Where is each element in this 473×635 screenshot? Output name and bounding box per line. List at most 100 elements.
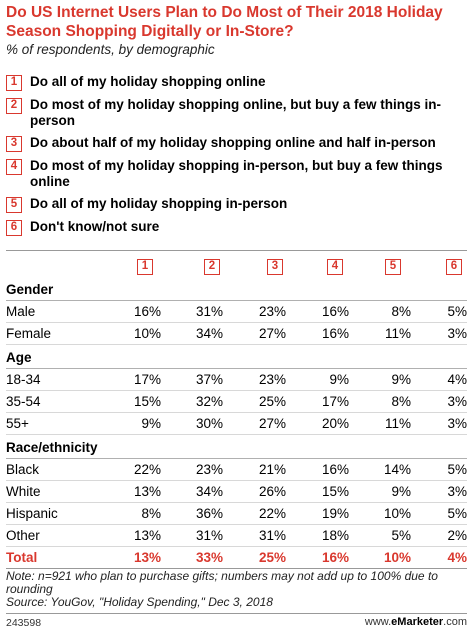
table-row-cell-4: 16% xyxy=(321,462,349,477)
brand-name: eMarketer xyxy=(391,616,444,628)
table-row-cell-2: 31% xyxy=(195,528,223,543)
table-top-divider xyxy=(6,250,467,251)
chart-title: Do US Internet Users Plan to Do Most of … xyxy=(6,4,443,40)
table-row: Black 22% 23% 21% 16% 14% 5% xyxy=(6,459,467,481)
table-row-cell-5: 9% xyxy=(391,372,411,387)
table-row-cell-1: 9% xyxy=(141,416,161,431)
column-header-5: 5 xyxy=(385,259,401,275)
legend-item-6: 6 Don't know/not sure xyxy=(6,219,471,236)
brand-prefix: www. xyxy=(364,616,392,628)
table-row-cell-5: 14% xyxy=(383,462,411,477)
total-row-cell-4: 16% xyxy=(321,550,349,565)
table-row-cell-6: 5% xyxy=(447,506,467,521)
table-row-cell-6: 2% xyxy=(447,528,467,543)
table-row: Male 16% 31% 23% 16% 8% 5% xyxy=(6,301,467,323)
source-text: Source: YouGov, "Holiday Spending," Dec … xyxy=(6,595,273,609)
table-row-cell-2: 34% xyxy=(195,326,223,341)
legend-label-1: Do all of my holiday shopping online xyxy=(30,74,266,89)
table-row-label: Black xyxy=(6,462,40,477)
table-row-cell-4: 17% xyxy=(321,394,349,409)
table-row-cell-3: 25% xyxy=(258,394,286,409)
footer-divider xyxy=(6,613,467,614)
total-row-label: Total xyxy=(6,550,38,565)
table-row-cell-3: 22% xyxy=(258,506,286,521)
table-row-cell-3: 21% xyxy=(258,462,286,477)
legend-badge-3: 3 xyxy=(6,136,22,152)
table-row-cell-6: 3% xyxy=(447,484,467,499)
table-row-cell-2: 36% xyxy=(195,506,223,521)
table-row-cell-3: 23% xyxy=(258,304,286,319)
table-row-cell-3: 27% xyxy=(258,416,286,431)
table-row-cell-6: 5% xyxy=(447,304,467,319)
column-header-2: 2 xyxy=(204,259,220,275)
table-row-cell-3: 31% xyxy=(258,528,286,543)
table-row-cell-1: 10% xyxy=(133,326,161,341)
table-row-cell-5: 11% xyxy=(384,326,411,341)
group-header: Gender xyxy=(6,277,467,301)
legend-item-2: 2 Do most of my holiday shopping online,… xyxy=(6,97,471,129)
table-row-cell-4: 18% xyxy=(321,528,349,543)
legend-badge-4: 4 xyxy=(6,159,22,175)
legend-badge-2: 2 xyxy=(6,98,22,114)
table-row: 35-54 15% 32% 25% 17% 8% 3% xyxy=(6,391,467,413)
legend-label-5: Do all of my holiday shopping in-person xyxy=(30,196,288,211)
table-row-cell-6: 5% xyxy=(447,462,467,477)
table-row-label: 18-34 xyxy=(6,372,41,387)
table-row: 55+ 9% 30% 27% 20% 11% 3% xyxy=(6,413,467,435)
column-header-6: 6 xyxy=(446,259,462,275)
table-row-cell-3: 23% xyxy=(258,372,286,387)
note-text: Note: n=921 who plan to purchase gifts; … xyxy=(6,569,438,596)
legend-badge-6: 6 xyxy=(6,220,22,236)
table-row-cell-4: 16% xyxy=(321,326,349,341)
legend-item-4: 4 Do most of my holiday shopping in-pers… xyxy=(6,158,471,190)
table-row-label: Male xyxy=(6,304,36,319)
table-row-cell-5: 8% xyxy=(391,394,411,409)
table-row-label: White xyxy=(6,484,41,499)
table-row-cell-2: 37% xyxy=(195,372,223,387)
table-row-cell-5: 11% xyxy=(384,416,411,431)
table-row: Other 13% 31% 31% 18% 5% 2% xyxy=(6,525,467,547)
total-row-cell-3: 25% xyxy=(258,550,286,565)
table-row-cell-4: 15% xyxy=(321,484,349,499)
table-row-cell-2: 23% xyxy=(195,462,223,477)
legend-badge-1: 1 xyxy=(6,75,22,91)
legend-item-3: 3 Do about half of my holiday shopping o… xyxy=(6,135,471,152)
table-row-label: Hispanic xyxy=(6,506,58,521)
table-row-label: 35-54 xyxy=(6,394,41,409)
table-row-cell-4: 16% xyxy=(321,304,349,319)
legend-label-6: Don't know/not sure xyxy=(30,219,160,234)
brand-suffix: .com xyxy=(443,616,467,628)
footnote: Note: n=921 who plan to purchase gifts; … xyxy=(6,570,468,609)
table-row-cell-6: 3% xyxy=(447,416,467,431)
table-row-cell-5: 9% xyxy=(391,484,411,499)
total-row-cell-5: 10% xyxy=(383,550,411,565)
chart-code: 243598 xyxy=(6,617,42,629)
legend-label-4: Do most of my holiday shopping in-person… xyxy=(30,158,443,189)
brand-logo: www.eMarketer.com xyxy=(365,616,467,628)
chart-subtitle: % of respondents, by demographic xyxy=(6,42,215,57)
table-row-cell-2: 32% xyxy=(195,394,223,409)
table-row-cell-2: 30% xyxy=(195,416,223,431)
table-row-cell-1: 16% xyxy=(133,304,161,319)
table-row: 18-34 17% 37% 23% 9% 9% 4% xyxy=(6,369,467,391)
table-row-cell-1: 8% xyxy=(141,506,161,521)
table-row: Hispanic 8% 36% 22% 19% 10% 5% xyxy=(6,503,467,525)
table-row-cell-3: 26% xyxy=(258,484,286,499)
table-row-cell-2: 31% xyxy=(195,304,223,319)
table-row-cell-4: 20% xyxy=(321,416,349,431)
column-header-4: 4 xyxy=(327,259,343,275)
legend-item-1: 1 Do all of my holiday shopping online xyxy=(6,74,471,91)
table-row-cell-5: 8% xyxy=(391,304,411,319)
table-row-cell-1: 13% xyxy=(133,484,161,499)
table-row-cell-2: 34% xyxy=(195,484,223,499)
legend-item-5: 5 Do all of my holiday shopping in-perso… xyxy=(6,196,471,213)
table-row-cell-5: 5% xyxy=(391,528,411,543)
total-row-cell-2: 33% xyxy=(195,550,223,565)
total-row: Total 13% 33% 25% 16% 10% 4% xyxy=(6,547,467,569)
group-header: Age xyxy=(6,345,467,369)
table-row-cell-5: 10% xyxy=(383,506,411,521)
table-row-cell-6: 4% xyxy=(447,372,467,387)
table-row-cell-6: 3% xyxy=(447,394,467,409)
column-header-3: 3 xyxy=(267,259,283,275)
table-row-cell-1: 22% xyxy=(133,462,161,477)
